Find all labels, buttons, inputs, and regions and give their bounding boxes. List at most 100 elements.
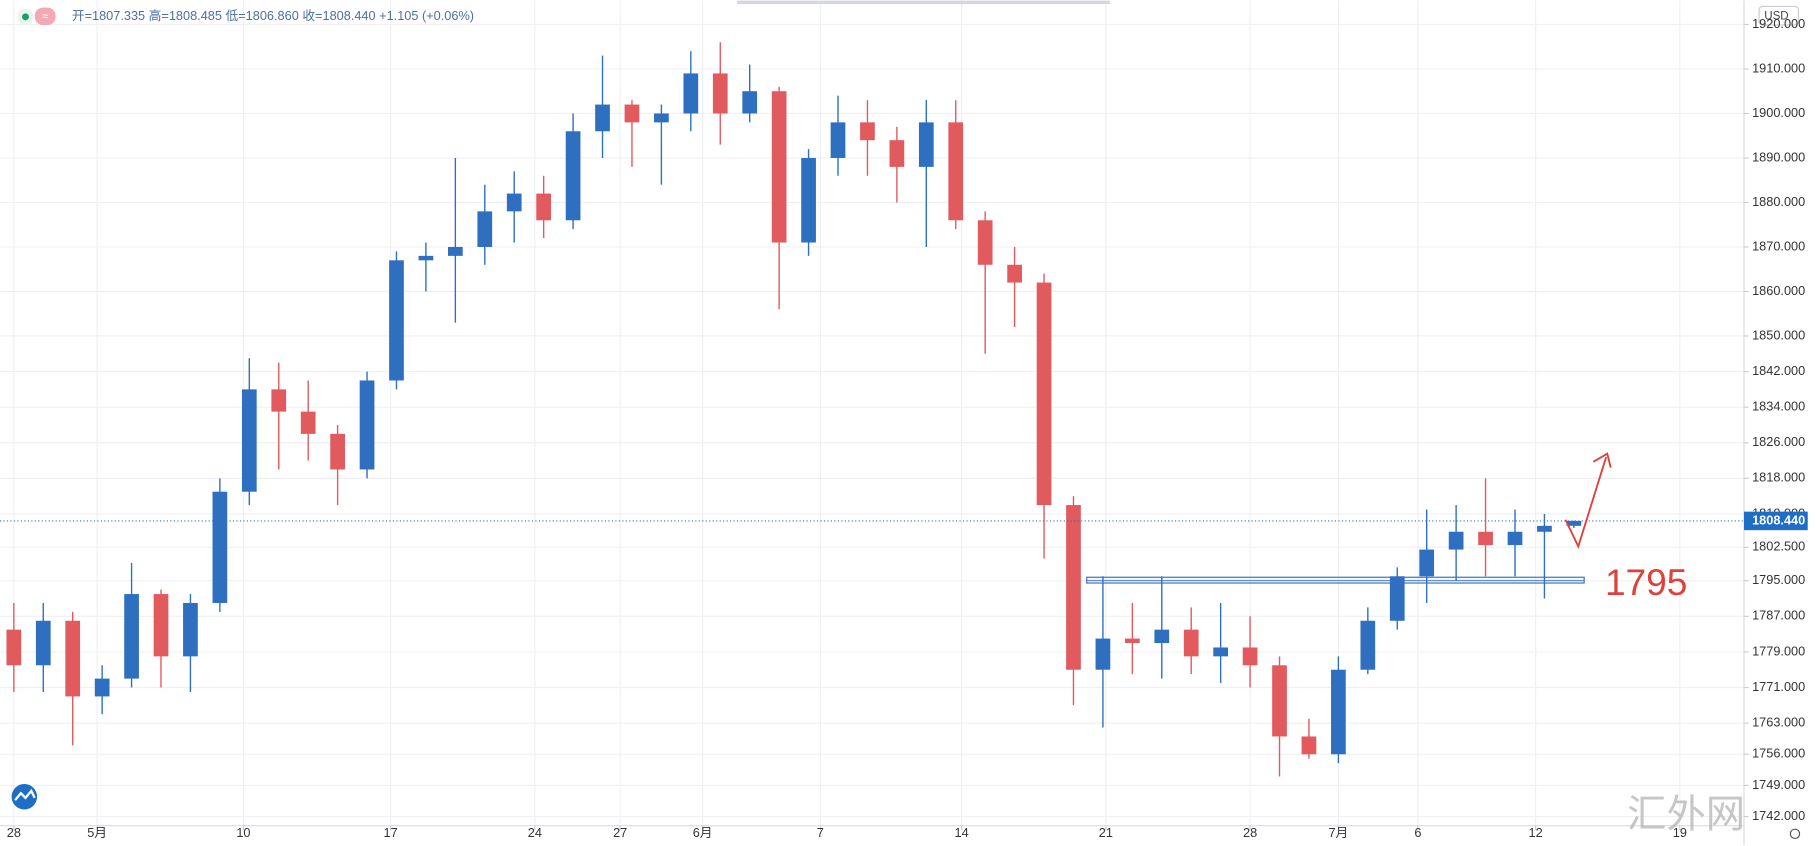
compare-icon[interactable] [34, 7, 56, 25]
arrow [1564, 456, 1607, 549]
candle-body [1272, 665, 1287, 737]
candle-body [1124, 638, 1140, 644]
x-tick-label: 17 [384, 825, 398, 840]
ohlc-header: 开=1807.335 高=1808.485 低=1806.860 收=1808.… [72, 8, 474, 23]
y-tick-label: 1756.000 [1752, 746, 1805, 761]
candle-body [1036, 282, 1052, 506]
candle-body [1242, 647, 1258, 666]
y-tick-label: 1920.000 [1752, 16, 1805, 31]
symbol-dot [22, 13, 29, 21]
top-toolbar-edge [736, 0, 1111, 5]
candle-body [1478, 531, 1493, 546]
candle-body [153, 594, 169, 657]
candle-body [1066, 505, 1081, 670]
watermark: 汇外网 [1627, 792, 1745, 838]
candle-body [1183, 629, 1199, 657]
candle-body [124, 594, 139, 679]
y-tick-label: 1749.000 [1752, 777, 1805, 792]
candle-body [94, 678, 110, 697]
candle-body [801, 157, 816, 243]
y-tick-label: 1900.000 [1752, 105, 1805, 120]
candle-body [742, 91, 758, 114]
candle-body [860, 122, 875, 141]
candle-body [771, 91, 787, 243]
candle-body [300, 411, 316, 434]
currency-button[interactable] [1758, 5, 1800, 26]
candle-body [654, 113, 669, 123]
y-tick-label: 1880.000 [1752, 194, 1805, 209]
candle-body [389, 260, 404, 381]
candle-body [506, 193, 522, 212]
candle-body [683, 73, 699, 114]
candle-body [1213, 647, 1229, 657]
x-tick-label: 24 [528, 825, 542, 840]
candle-body [1507, 531, 1523, 546]
candle-body [1301, 736, 1317, 755]
candle-body [1095, 638, 1111, 670]
x-tick-label: 7 [817, 825, 824, 840]
candle-body [241, 389, 257, 492]
candle-body [418, 255, 434, 261]
logo-glyph [14, 788, 36, 801]
plot-area [0, 42, 1744, 777]
y-tick-label: 1802.500 [1752, 539, 1805, 554]
y-tick-label: 1818.000 [1752, 470, 1805, 485]
candle-body [536, 193, 552, 221]
y-tick-label: 1826.000 [1752, 434, 1805, 449]
candle-body [565, 131, 581, 221]
y-tick-label: 1842.000 [1752, 363, 1805, 378]
support-zone [1086, 576, 1585, 584]
y-tick-label: 1860.000 [1752, 283, 1805, 298]
candle-body [712, 73, 728, 114]
candle-body [65, 620, 81, 697]
x-tick-label: 21 [1099, 825, 1113, 840]
currency-label: USD [1764, 10, 1788, 22]
y-tick-label: 1763.000 [1752, 714, 1805, 729]
y-tick-label: 1834.000 [1752, 399, 1805, 414]
x-tick-label: 7月 [1328, 825, 1348, 840]
candle-body [212, 491, 228, 603]
candle-body [1360, 620, 1376, 670]
candle-body [1537, 525, 1552, 532]
annotation-label: 1795 [1605, 561, 1687, 603]
y-tick-label: 1870.000 [1752, 238, 1805, 253]
x-tick-label: 10 [236, 825, 250, 840]
candle-body [595, 104, 610, 132]
settings-icon[interactable] [1789, 828, 1801, 840]
candle-body [183, 602, 198, 657]
last-price-box [1743, 511, 1808, 531]
y-tick-label: 1742.000 [1752, 808, 1805, 823]
candle-body [830, 122, 846, 158]
candle-body [1007, 264, 1022, 283]
candle-body [624, 104, 640, 123]
x-tick-label: 6月 [693, 825, 713, 840]
candle-body [330, 433, 345, 470]
candle-body [1389, 576, 1405, 621]
x-tick-label: 27 [613, 825, 627, 840]
candle-body [359, 380, 375, 470]
candle-body [1566, 520, 1582, 526]
x-tick-label: 14 [955, 825, 969, 840]
compare-glyph: ≈ [42, 11, 49, 23]
x-tick-label: 12 [1529, 825, 1543, 840]
x-tick-label: 6 [1414, 825, 1421, 840]
logo [11, 783, 38, 810]
candle-body [6, 629, 22, 666]
y-tick-label: 1771.000 [1752, 679, 1805, 694]
x-tick-label: 28 [1243, 825, 1257, 840]
candle-body [447, 246, 463, 256]
candle-body [1419, 549, 1435, 577]
candle-body [918, 122, 934, 167]
candle-body [35, 620, 51, 666]
last-price-label: 1808.440 [1752, 512, 1805, 527]
y-tick-label: 1890.000 [1752, 149, 1805, 164]
candle-body [889, 140, 905, 167]
y-tick-label: 1787.000 [1752, 608, 1805, 623]
x-tick-label: 19 [1673, 825, 1687, 840]
y-tick-label: 1779.000 [1752, 643, 1805, 658]
candle-body [477, 211, 493, 247]
candle-body [271, 389, 287, 412]
candle-body [1154, 629, 1170, 644]
x-tick-label: 5月 [87, 825, 107, 840]
